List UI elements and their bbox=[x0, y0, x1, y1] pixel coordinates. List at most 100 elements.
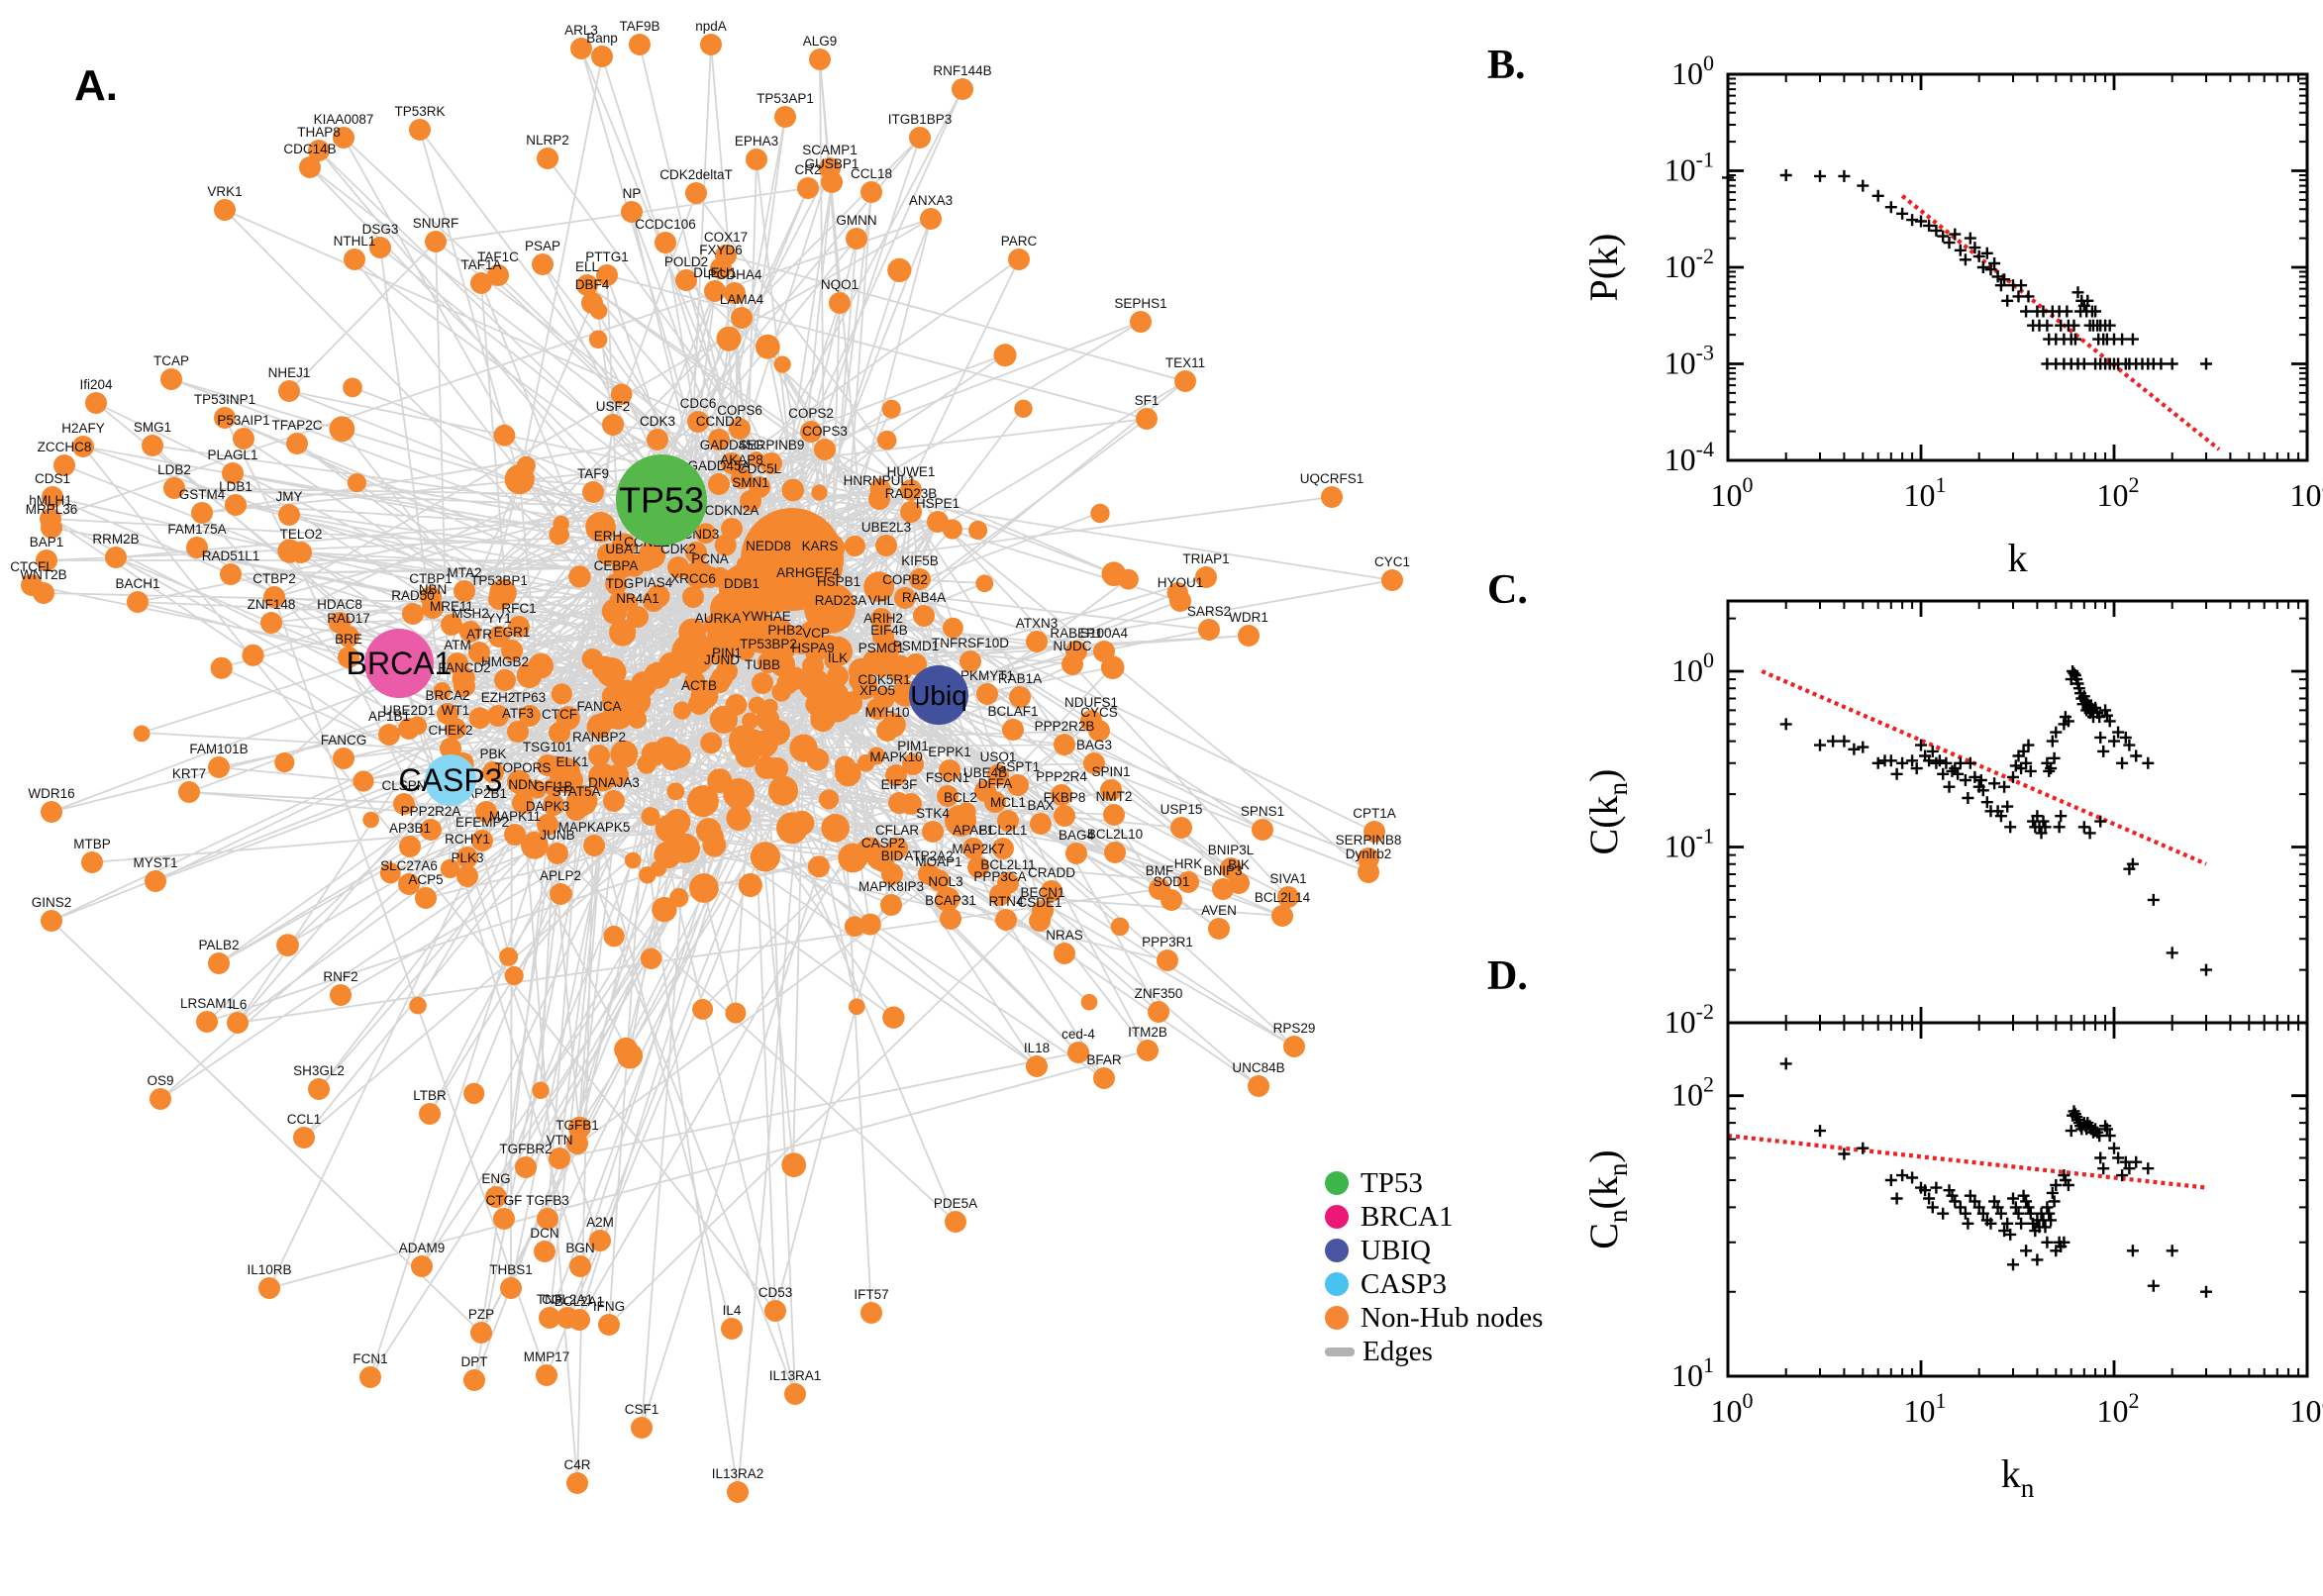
network-node-label: MAPKAPK5 bbox=[558, 820, 631, 835]
network-node-label: CSDE1 bbox=[1017, 895, 1061, 910]
network-node-label: PSAP bbox=[525, 239, 560, 253]
network-node bbox=[621, 201, 643, 223]
network-node-label: FAM101B bbox=[189, 742, 248, 756]
network-node-label: VRK1 bbox=[207, 184, 242, 199]
network-node bbox=[191, 502, 213, 524]
network-node bbox=[880, 894, 902, 916]
network-node bbox=[549, 722, 570, 744]
network-node bbox=[459, 621, 481, 643]
network-node-label: RAD50 bbox=[391, 588, 435, 603]
network-node bbox=[700, 34, 722, 55]
network-node-label: WT1 bbox=[442, 703, 470, 718]
network-node bbox=[724, 282, 746, 304]
network-node bbox=[1177, 871, 1199, 893]
network-node bbox=[561, 769, 583, 791]
network-node bbox=[471, 830, 493, 851]
network-node-label: CDK3 bbox=[640, 414, 675, 429]
network-node-label: CDK2deltaT bbox=[659, 167, 733, 182]
network-node bbox=[760, 452, 782, 474]
tick-label: 10-2 bbox=[1665, 244, 1714, 284]
network-node-label: SARS2 bbox=[1187, 604, 1231, 619]
network-node bbox=[885, 764, 907, 786]
network-node bbox=[186, 537, 208, 558]
network-node-label: THBS1 bbox=[489, 1262, 533, 1277]
network-node-label: RAD23A bbox=[815, 593, 867, 608]
network-node bbox=[532, 253, 554, 275]
network-node-label: SEPHS1 bbox=[1114, 296, 1166, 311]
network-node-label: OS9 bbox=[147, 1073, 173, 1088]
network-node bbox=[263, 586, 285, 608]
network-node bbox=[721, 518, 743, 540]
network-node-label: BNIP3 bbox=[1203, 863, 1242, 878]
network-node bbox=[468, 642, 490, 663]
legend-item-label: Non-Hub nodes bbox=[1361, 1301, 1544, 1334]
network-node bbox=[344, 249, 365, 270]
network-node bbox=[1104, 842, 1126, 863]
network-node-label: H2AFY bbox=[61, 421, 105, 436]
tick-label: 10-1 bbox=[1665, 148, 1714, 188]
network-node bbox=[1008, 249, 1030, 270]
network-node-label: COX17 bbox=[704, 230, 748, 245]
network-node-label: CDK2 bbox=[660, 542, 696, 556]
network-node-label: PARC bbox=[1001, 234, 1038, 249]
network-node-label: ARL3 bbox=[564, 23, 598, 38]
panel-label-d: D. bbox=[1487, 953, 1528, 999]
network-node-label: MTBP bbox=[73, 837, 111, 851]
network-node bbox=[543, 794, 564, 816]
network-node bbox=[913, 605, 935, 627]
network-node-label: TNFRSF10D bbox=[932, 636, 1009, 650]
network-node-label: DBF4 bbox=[575, 277, 610, 292]
network-node-label: AVEN bbox=[1201, 903, 1237, 918]
network-node-label: COPS2 bbox=[788, 406, 834, 421]
network-node-label: SCAMP1 bbox=[802, 143, 858, 157]
network-node-label: BCAP31 bbox=[925, 893, 976, 908]
network-node bbox=[447, 652, 468, 674]
network-node bbox=[860, 181, 882, 203]
network-node-label: PPP3CA bbox=[973, 869, 1026, 884]
network-node-label: PPP2R2B bbox=[1035, 719, 1095, 734]
network-node-label: MMP17 bbox=[524, 1349, 570, 1364]
network-node-label: EIF3F bbox=[881, 777, 918, 792]
network-node-label: HSPA9 bbox=[791, 641, 834, 655]
network-node-label: SF1 bbox=[1135, 393, 1160, 408]
network-node-label: HSPE1 bbox=[916, 496, 960, 511]
network-node-label: RAD17 bbox=[327, 611, 370, 626]
network-node-label: SPNS1 bbox=[1241, 804, 1284, 819]
network-node-label: ZCCHC8 bbox=[38, 440, 92, 454]
network-node-label: TNF bbox=[537, 1292, 562, 1307]
network-node bbox=[415, 887, 437, 909]
tick-label: 10-2 bbox=[1665, 999, 1714, 1040]
network-node bbox=[894, 587, 916, 609]
network-node-label: CCL18 bbox=[851, 166, 892, 181]
panel-label-b: B. bbox=[1487, 43, 1526, 88]
network-node-label: MRE11 bbox=[430, 599, 473, 614]
network-node-label: IL13RA2 bbox=[712, 1466, 764, 1481]
network-node-label: A2M bbox=[586, 1215, 614, 1230]
network-node-label: DLEU1 bbox=[693, 265, 737, 280]
network-node-label: VHL bbox=[868, 593, 895, 608]
network-node-label: GFI1B bbox=[534, 779, 572, 794]
network-node bbox=[940, 908, 961, 930]
axis-title: P(k) bbox=[1581, 234, 1626, 302]
network-node bbox=[976, 683, 998, 705]
network-node-label: DDB1 bbox=[724, 576, 759, 591]
network-node-label: PLAGL1 bbox=[207, 448, 257, 462]
network-node-label: BIK bbox=[1228, 857, 1250, 872]
network-node bbox=[935, 889, 957, 911]
network-node-label: UBA1 bbox=[605, 542, 640, 556]
network-node bbox=[704, 280, 726, 302]
network-node bbox=[1065, 843, 1087, 864]
network-node-label: FANCD2 bbox=[438, 660, 490, 675]
network-node bbox=[1007, 774, 1029, 796]
network-node bbox=[196, 1011, 218, 1033]
network-node bbox=[1061, 653, 1083, 675]
network-node bbox=[987, 764, 1009, 786]
network-node bbox=[647, 429, 668, 450]
network-node bbox=[145, 870, 166, 892]
network-node bbox=[1088, 720, 1110, 742]
network-node bbox=[487, 705, 509, 727]
network-node-label: TCAP bbox=[153, 353, 189, 368]
network-node-label: COPS3 bbox=[802, 424, 848, 439]
network-node-label: PBK bbox=[479, 747, 506, 761]
network-node bbox=[399, 836, 421, 857]
